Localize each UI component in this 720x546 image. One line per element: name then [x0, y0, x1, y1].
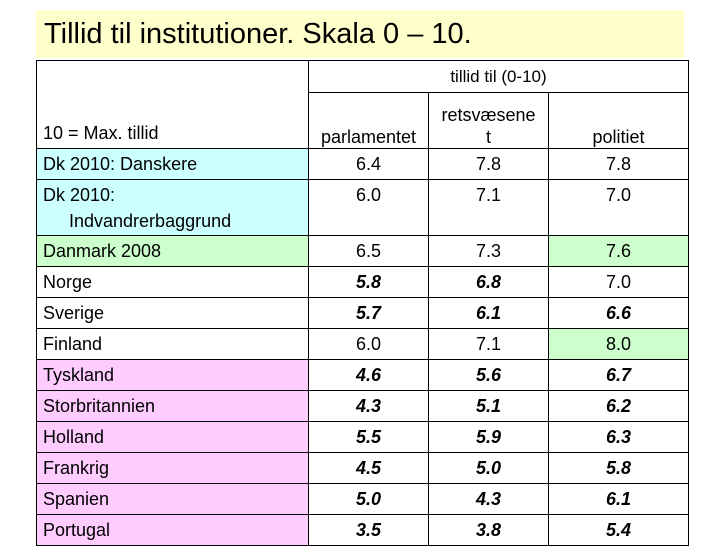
row-label: Danmark 2008 [36, 235, 309, 267]
value-retsvaesenet: 7.3 [428, 235, 549, 267]
table-row: Danmark 2008 6.5 7.3 7.6 [36, 235, 689, 267]
column-header-parlamentet: parlamentet [308, 92, 429, 149]
row-label-line2: Indvandrerbaggrund [69, 211, 232, 231]
row-label: Storbritannien [36, 390, 309, 422]
value-retsvaesenet: 7.1 [428, 328, 549, 360]
value-politiet: 7.6 [548, 235, 689, 267]
table-row: Spanien 5.0 4.3 6.1 [36, 483, 689, 515]
value-retsvaesenet: 5.1 [428, 390, 549, 422]
value-parlamentet: 4.6 [308, 359, 429, 391]
value-parlamentet: 3.5 [308, 514, 429, 546]
row-label: Sverige [36, 297, 309, 329]
value-retsvaesenet: 4.3 [428, 483, 549, 515]
row-label: Frankrig [36, 452, 309, 484]
row-label: Spanien [36, 483, 309, 515]
row-label: Dk 2010: Indvandrerbaggrund [36, 179, 309, 236]
scale-note: 10 = Max. tillid [43, 123, 159, 143]
value-parlamentet: 6.0 [308, 179, 429, 236]
value-politiet: 6.7 [548, 359, 689, 391]
value-parlamentet: 4.5 [308, 452, 429, 484]
table-row: Finland 6.0 7.1 8.0 [36, 328, 689, 360]
value-retsvaesenet: 7.1 [428, 179, 549, 236]
value-politiet: 6.2 [548, 390, 689, 422]
column-header-retsvaesenet-line1: retsvæsene [441, 105, 536, 125]
value-retsvaesenet: 7.8 [428, 148, 549, 180]
value-politiet: 7.0 [548, 266, 689, 298]
row-label: Dk 2010: Danskere [36, 148, 309, 180]
value-politiet: 6.6 [548, 297, 689, 329]
value-parlamentet: 4.3 [308, 390, 429, 422]
value-retsvaesenet: 6.8 [428, 266, 549, 298]
column-header-retsvaesenet-line2: t [485, 127, 491, 147]
row-label: Tyskland [36, 359, 309, 391]
value-politiet: 5.8 [548, 452, 689, 484]
table-row: Storbritannien 4.3 5.1 6.2 [36, 390, 689, 422]
header-row-columns: parlamentet retsvæsene t politiet [37, 92, 689, 149]
value-parlamentet: 5.5 [308, 421, 429, 453]
value-politiet: 7.0 [548, 179, 689, 236]
row-label: Holland [36, 421, 309, 453]
trust-table: 10 = Max. tillid tillid til (0-10) parla… [36, 60, 689, 546]
slide-title: Tillid til institutioner. Skala 0 – 10. [44, 18, 472, 50]
slide-title-bar: Tillid til institutioner. Skala 0 – 10. [36, 10, 684, 58]
value-retsvaesenet: 5.6 [428, 359, 549, 391]
column-header-politiet: politiet [548, 92, 689, 149]
table-row: Dk 2010: Indvandrerbaggrund 6.0 7.1 7.0 [36, 179, 689, 236]
value-retsvaesenet: 3.8 [428, 514, 549, 546]
value-parlamentet: 6.4 [308, 148, 429, 180]
row-label: Norge [36, 266, 309, 298]
row-label: Portugal [36, 514, 309, 546]
value-parlamentet: 6.5 [308, 235, 429, 267]
column-header-retsvaesenet: retsvæsene t [428, 92, 549, 149]
table-row: Frankrig 4.5 5.0 5.8 [36, 452, 689, 484]
value-politiet: 6.1 [548, 483, 689, 515]
table-row: Dk 2010: Danskere 6.4 7.8 7.8 [36, 148, 689, 180]
table-row: Portugal 3.5 3.8 5.4 [36, 514, 689, 546]
value-politiet: 6.3 [548, 421, 689, 453]
group-header: tillid til (0-10) [308, 60, 689, 93]
value-retsvaesenet: 6.1 [428, 297, 549, 329]
table-row: Tyskland 4.6 5.6 6.7 [36, 359, 689, 391]
value-politiet: 7.8 [548, 148, 689, 180]
table-row: Sverige 5.7 6.1 6.6 [36, 297, 689, 329]
value-parlamentet: 5.0 [308, 483, 429, 515]
value-parlamentet: 6.0 [308, 328, 429, 360]
value-politiet: 8.0 [548, 328, 689, 360]
table-row: Norge 5.8 6.8 7.0 [36, 266, 689, 298]
row-label-line1: Dk 2010: [43, 185, 116, 205]
value-parlamentet: 5.8 [308, 266, 429, 298]
header-row-group: 10 = Max. tillid tillid til (0-10) [36, 60, 689, 149]
value-politiet: 5.4 [548, 514, 689, 546]
table-row: Holland 5.5 5.9 6.3 [36, 421, 689, 453]
scale-note-cell: 10 = Max. tillid [36, 60, 309, 149]
value-parlamentet: 5.7 [308, 297, 429, 329]
value-retsvaesenet: 5.0 [428, 452, 549, 484]
value-retsvaesenet: 5.9 [428, 421, 549, 453]
row-label: Finland [36, 328, 309, 360]
